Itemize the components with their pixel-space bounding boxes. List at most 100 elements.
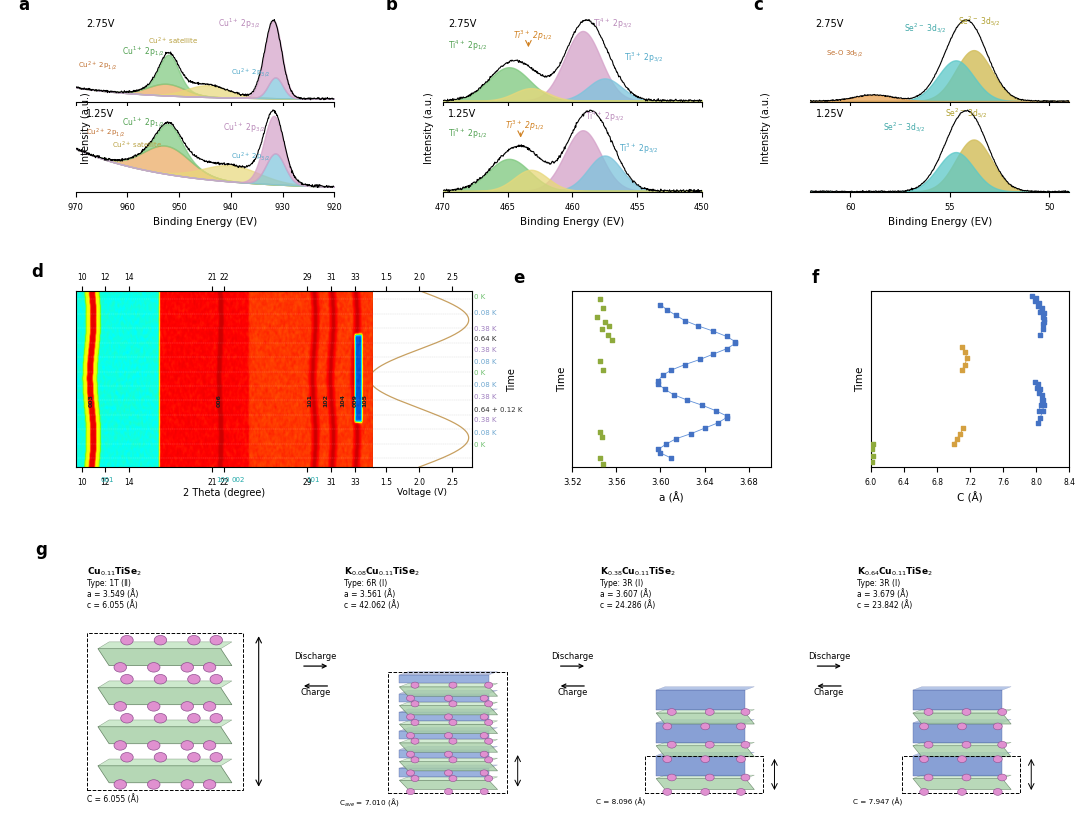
Circle shape <box>121 636 133 645</box>
Point <box>718 412 735 425</box>
Circle shape <box>154 675 166 684</box>
Circle shape <box>663 723 672 730</box>
Text: d: d <box>31 263 43 281</box>
Point <box>954 364 971 378</box>
X-axis label: 2 Theta (degree): 2 Theta (degree) <box>184 488 266 498</box>
Point <box>691 354 708 367</box>
Point <box>597 316 615 330</box>
Circle shape <box>203 741 216 750</box>
Point <box>710 416 727 430</box>
Circle shape <box>188 636 200 645</box>
Point <box>658 438 675 451</box>
Circle shape <box>481 714 488 720</box>
Circle shape <box>485 720 492 725</box>
Circle shape <box>181 741 193 750</box>
Text: Se$^{2-}$ 3d$_{5/2}$: Se$^{2-}$ 3d$_{5/2}$ <box>945 107 987 121</box>
Circle shape <box>741 741 750 749</box>
Text: Type: 3R (Ⅰ): Type: 3R (Ⅰ) <box>600 578 644 587</box>
Circle shape <box>481 733 488 739</box>
Point <box>864 438 881 451</box>
Text: Ti$^{4+}$ 2p$_{3/2}$: Ti$^{4+}$ 2p$_{3/2}$ <box>593 17 632 31</box>
Point <box>676 315 693 328</box>
Text: C = 6.055 (Å): C = 6.055 (Å) <box>86 793 138 803</box>
Point <box>863 443 880 456</box>
Point <box>1036 313 1053 326</box>
Text: 0 K: 0 K <box>474 369 485 375</box>
Circle shape <box>994 723 1002 730</box>
Polygon shape <box>400 765 498 768</box>
Text: 0 K: 0 K <box>474 441 485 448</box>
Point <box>718 410 735 423</box>
Point <box>693 399 711 412</box>
Circle shape <box>485 701 492 707</box>
Text: a = 3.607 (Å): a = 3.607 (Å) <box>600 589 651 599</box>
Bar <box>388 672 507 793</box>
Polygon shape <box>98 642 232 649</box>
Point <box>1032 399 1050 412</box>
Point <box>718 343 735 356</box>
Polygon shape <box>657 753 754 756</box>
Polygon shape <box>400 768 488 777</box>
Text: Ti$^{4+}$ 2p$_{1/2}$: Ti$^{4+}$ 2p$_{1/2}$ <box>448 127 487 141</box>
Point <box>954 341 971 354</box>
Text: 009: 009 <box>352 394 357 407</box>
Polygon shape <box>400 705 498 715</box>
Circle shape <box>481 770 488 776</box>
Text: Se-O 3d$_{5/2}$: Se-O 3d$_{5/2}$ <box>826 49 863 59</box>
Circle shape <box>998 774 1007 781</box>
Text: 0.64 + 0.12 K: 0.64 + 0.12 K <box>474 407 523 412</box>
Polygon shape <box>913 746 1011 757</box>
Polygon shape <box>400 684 498 687</box>
Circle shape <box>445 696 453 701</box>
Text: Charge: Charge <box>814 687 845 696</box>
Polygon shape <box>400 687 498 696</box>
Text: 101: 101 <box>307 477 320 483</box>
Text: Se$^{2-}$ 3d$_{3/2}$: Se$^{2-}$ 3d$_{3/2}$ <box>883 121 924 135</box>
Point <box>1027 291 1044 305</box>
Point <box>595 364 612 378</box>
Circle shape <box>114 741 126 750</box>
Point <box>1035 404 1052 417</box>
Polygon shape <box>913 713 1011 724</box>
Text: Cu$^{2+}$ 2p$_{1/2}$: Cu$^{2+}$ 2p$_{1/2}$ <box>78 60 118 72</box>
Text: 0 K: 0 K <box>474 293 485 300</box>
Point <box>678 394 696 407</box>
X-axis label: C (Å): C (Å) <box>957 492 983 503</box>
Text: 0.38 K: 0.38 K <box>474 325 497 331</box>
Circle shape <box>449 720 457 725</box>
Circle shape <box>667 741 676 749</box>
Circle shape <box>154 636 166 645</box>
Point <box>1029 416 1047 430</box>
Circle shape <box>705 741 714 749</box>
X-axis label: Voltage (V): Voltage (V) <box>397 488 447 497</box>
Circle shape <box>449 757 457 763</box>
Circle shape <box>406 696 415 701</box>
Polygon shape <box>400 777 498 780</box>
Point <box>1035 311 1052 325</box>
Circle shape <box>154 714 166 723</box>
Circle shape <box>737 723 745 730</box>
Text: Discharge: Discharge <box>295 651 337 660</box>
Text: 003: 003 <box>89 394 94 407</box>
Point <box>1035 399 1052 412</box>
Circle shape <box>210 636 222 645</box>
Text: 006: 006 <box>217 394 222 407</box>
Text: 1.25V: 1.25V <box>86 109 114 119</box>
Circle shape <box>445 770 453 776</box>
Point <box>591 452 608 465</box>
Circle shape <box>114 702 126 711</box>
Circle shape <box>962 741 971 749</box>
Circle shape <box>148 662 160 672</box>
Circle shape <box>148 741 160 750</box>
Text: 100: 100 <box>216 477 230 483</box>
Point <box>683 427 700 440</box>
Text: Cu$^{2+}$ 2p$_{1/2}$: Cu$^{2+}$ 2p$_{1/2}$ <box>86 126 125 138</box>
Point <box>704 325 721 339</box>
Bar <box>902 756 1021 793</box>
Text: 0.38 K: 0.38 K <box>474 394 497 400</box>
Text: a = 3.561 (Å): a = 3.561 (Å) <box>343 589 395 599</box>
Circle shape <box>210 714 222 723</box>
Circle shape <box>181 780 193 789</box>
Text: c = 42.062 (Å): c = 42.062 (Å) <box>343 599 399 609</box>
Text: Type: 1T (Ⅱ): Type: 1T (Ⅱ) <box>86 578 131 587</box>
